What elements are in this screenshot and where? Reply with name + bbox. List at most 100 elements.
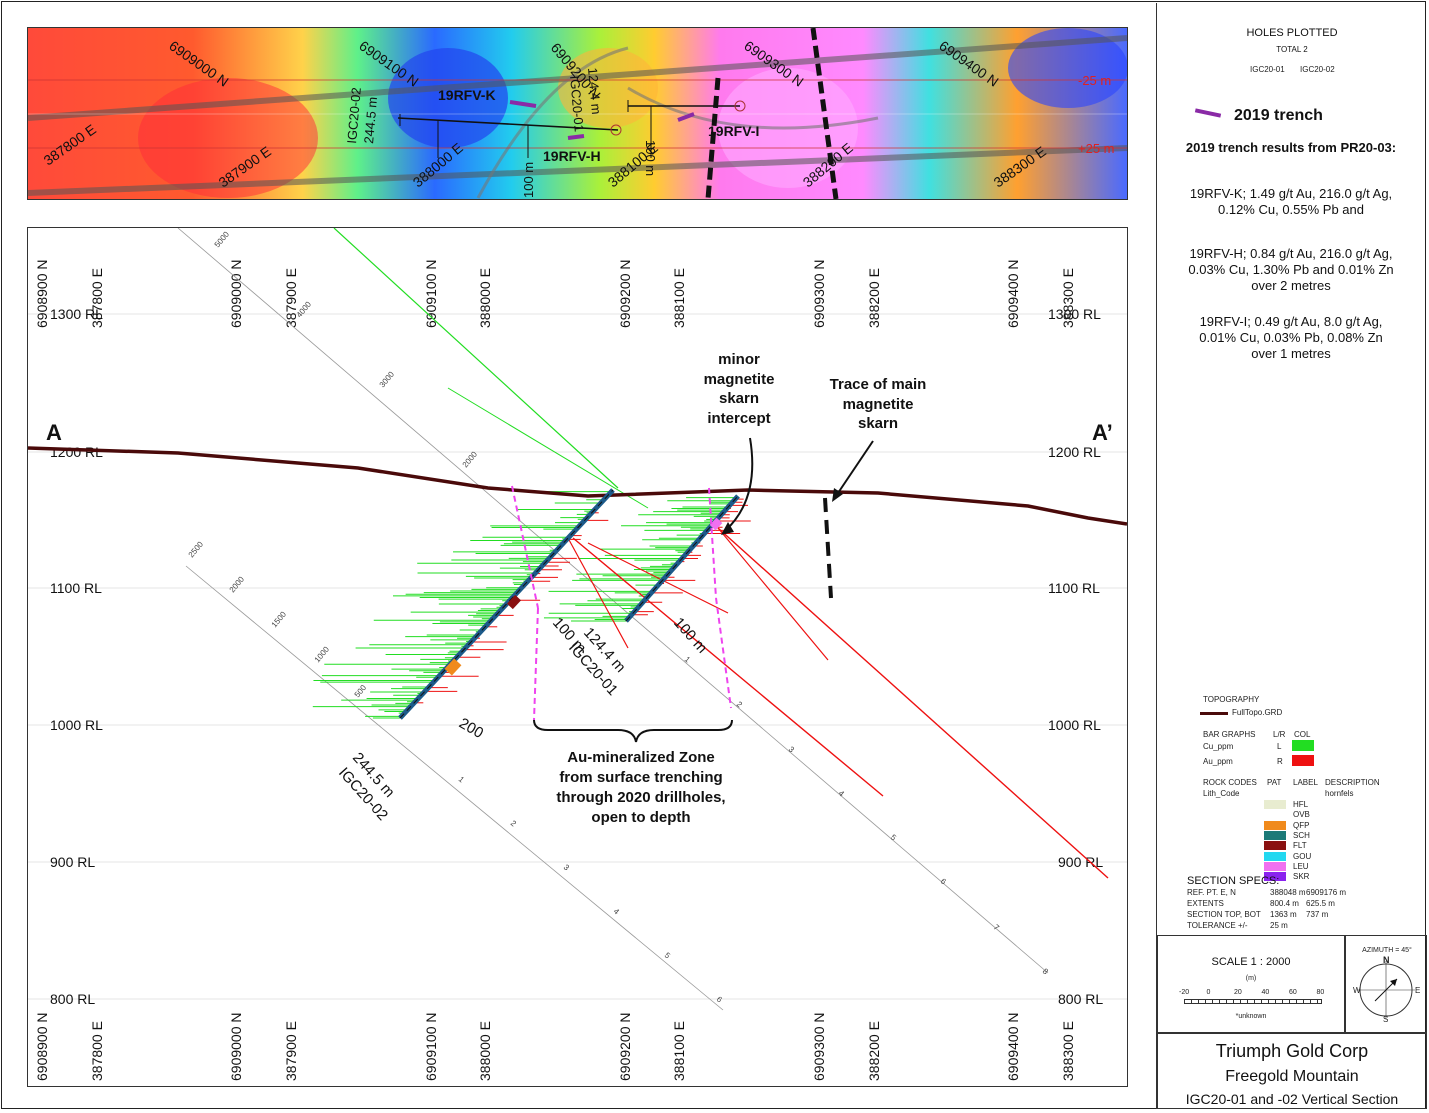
plan-hole01-depth: 124.4 m (585, 67, 604, 115)
rock-label: FLT (1293, 841, 1307, 851)
scale-tick-label: 2500 (187, 539, 206, 559)
section-top-northing: 6909400 N (1005, 259, 1021, 328)
trench-k-marker (509, 100, 537, 108)
spec-k: TOLERANCE +/- (1187, 921, 1248, 930)
trench-i-marker (677, 112, 695, 122)
section-rl-label: 1100 RL (50, 580, 102, 596)
bar-item-name: Au_ppm (1203, 757, 1233, 766)
scale-tick-label: 1000 (313, 644, 332, 664)
trench-i-label: 19RFV-I (708, 123, 759, 139)
scale-tick-label: 5000 (213, 229, 232, 249)
scale-tick: 80 (1316, 989, 1325, 996)
minor-skarn-line: magnetite (704, 371, 775, 388)
spec-b: 737 m (1306, 910, 1329, 919)
section-bottom-easting: 388300 E (1060, 1021, 1076, 1081)
bar-item-side: R (1277, 757, 1283, 766)
rock-swatch (1264, 820, 1286, 830)
bar-item-name: Cu_ppm (1203, 742, 1234, 751)
minor-skarn-line: intercept (707, 410, 770, 427)
rock-label: SKR (1293, 872, 1310, 882)
rock-label: OVB (1293, 810, 1310, 820)
topo-title: TOPOGRAPHY (1203, 695, 1260, 704)
scale-tick: 60 (1289, 989, 1297, 996)
rock-desc-val: hornfels (1325, 789, 1354, 798)
section-top-easting: 388100 E (671, 268, 687, 328)
section-rl-label: 1100 RL (1048, 580, 1100, 596)
topo-item: FullTopo.GRD (1232, 708, 1283, 717)
scale-tick-label: 5 (889, 833, 899, 843)
rock-swatch (1264, 851, 1286, 861)
section-bottom-northing: 6909000 N (228, 1012, 244, 1081)
red-trace-3 (717, 527, 829, 661)
vertical-section: 1300 RL 1200 RL 1100 RL 1000 RL 900 RL 8… (27, 227, 1128, 1087)
scale-tick-label: 4 (837, 789, 847, 799)
trench-k-label: 19RFV-K (438, 87, 496, 103)
spec-a: 388048 m (1270, 888, 1306, 897)
red-trace-4 (567, 537, 629, 649)
scale-tick-label: 3000 (378, 369, 397, 389)
rock-swatch (1264, 861, 1286, 871)
compass-e: E (1415, 986, 1421, 995)
bar-col: COL (1294, 730, 1311, 739)
rock-swatch (1264, 810, 1286, 820)
section-top-easting: 387800 E (89, 268, 105, 328)
plan-hole01-name: IGC20-01 (567, 75, 587, 132)
trench-h-marker (567, 134, 585, 140)
arrow-main-skarn (835, 440, 874, 497)
rock-label: GOU (1293, 851, 1312, 861)
rock-pat: PAT (1267, 778, 1282, 787)
section-top-easting: 388300 E (1060, 268, 1076, 328)
scale-tick-label: 2000 (461, 449, 480, 469)
section-bottom-easting: 388100 E (671, 1021, 687, 1081)
scale-tick: 40 (1261, 989, 1270, 996)
green-trace-long (333, 228, 619, 489)
main-skarn-line: magnetite (843, 396, 914, 413)
scale-tick-label: 2 (509, 819, 519, 829)
scale-tick: -20 (1179, 989, 1190, 996)
section-top-northing: 6909000 N (228, 259, 244, 328)
scale-tick-label: 5 (663, 951, 673, 961)
rock-desc-col: DESCRIPTION (1325, 778, 1380, 787)
zone-line: from surface trenching (559, 769, 722, 786)
title-block (1157, 1033, 1427, 1109)
scale-tick-label: 8 (1041, 967, 1051, 977)
scale-tick-label: 7 (992, 923, 1002, 933)
section-top-northing: 6909300 N (811, 259, 827, 328)
section-rl-label: 800 RL (50, 991, 95, 1007)
scale-tick-label: 3 (787, 745, 797, 755)
section-top-northing: 6909100 N (423, 259, 439, 328)
section-bottom-northing: 6909400 N (1005, 1012, 1021, 1081)
spec-b: 6909176 m (1306, 888, 1347, 897)
red-trace-5 (587, 542, 729, 614)
minor-skarn-line: minor (718, 351, 760, 368)
spec-a: 1363 m (1270, 910, 1297, 919)
main-skarn-line: skarn (858, 415, 898, 432)
spec-a: 800.4 m (1270, 899, 1299, 908)
scale-tick: 0 (1206, 989, 1211, 996)
plan-100m-label-2: 100 m (643, 140, 658, 176)
compass-w: W (1353, 986, 1361, 995)
spec-b: 625.5 m (1306, 899, 1335, 908)
rock-swatch (1264, 872, 1286, 882)
hole-item: IGC20-01 (1250, 65, 1285, 74)
scale-tick-label: 6 (715, 995, 725, 1005)
bar-title: BAR GRAPHS (1203, 730, 1256, 739)
scale-tick: 20 (1234, 989, 1242, 996)
plan-100m-label: 100 m (521, 162, 536, 198)
section-top-easting: 388200 E (866, 268, 882, 328)
scale-unit: (m) (1245, 975, 1257, 982)
trench-h-label: 19RFV-H (543, 148, 601, 164)
legend-panel: HOLES PLOTTED TOTAL 2 IGC20-01 IGC20-02 … (1156, 3, 1427, 1109)
red-trace-1 (572, 537, 884, 797)
section-bottom-easting: 388200 E (866, 1021, 882, 1081)
scale-line-lower (185, 565, 724, 1011)
red-trace-2 (717, 527, 1109, 879)
bar-lr: L/R (1273, 730, 1286, 739)
result-i: 19RFV-I; 0.49 g/t Au, 8.0 g/t Ag, 0.01% … (1199, 314, 1383, 361)
zone-line: open to depth (591, 809, 690, 826)
spec-a: 25 m (1270, 921, 1288, 930)
compass-rose-icon (1357, 961, 1415, 1019)
section-rl-label: 900 RL (1058, 854, 1103, 870)
rock-swatch (1264, 841, 1286, 851)
